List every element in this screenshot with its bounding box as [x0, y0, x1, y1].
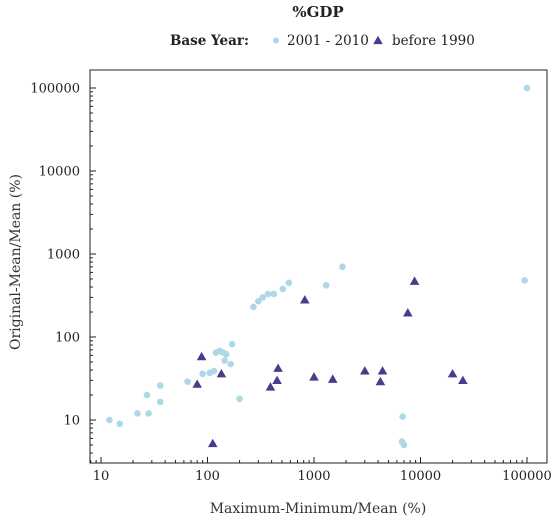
point-before-1990 [300, 295, 310, 304]
point-2001-2010 [116, 420, 124, 428]
x-axis-label: Maximum-Minimum/Mean (%) [210, 501, 427, 517]
point-2001-2010 [264, 290, 272, 298]
point-2001-2010 [199, 370, 206, 378]
chart-title: %GDP [292, 3, 343, 21]
y-tick-label: 10000 [39, 165, 80, 180]
point-2001-2010 [221, 357, 228, 364]
point-before-1990 [377, 366, 388, 375]
x-axis: 10 100 1000 10000 100000 [90, 457, 552, 484]
point-before-1990 [403, 308, 413, 317]
legend-label-before-1990: before 1990 [392, 33, 475, 49]
point-2001-2010 [270, 290, 278, 298]
point-2001-2010 [523, 84, 531, 92]
point-before-1990 [216, 369, 227, 378]
point-2001-2010 [227, 360, 234, 368]
x-tick-label: 100 [195, 469, 220, 484]
point-before-1990 [327, 374, 338, 383]
point-2001-2010 [228, 340, 236, 348]
point-2001-2010 [106, 416, 113, 424]
point-2001-2010 [156, 382, 164, 389]
point-2001-2010 [222, 350, 230, 358]
point-2001-2010 [400, 441, 408, 449]
point-2001-2010 [339, 263, 346, 271]
point-before-1990 [458, 375, 468, 384]
y-tick-label: 100 [55, 331, 80, 346]
point-before-1990 [360, 366, 370, 375]
x-tick-label: 1000 [297, 469, 330, 484]
x-tick-label: 10 [93, 469, 110, 484]
x-tick-label: 100000 [502, 469, 552, 484]
point-before-1990 [375, 376, 386, 386]
point-2001-2010 [250, 303, 257, 311]
legend-marker-2001-2010 [273, 37, 279, 44]
point-2001-2010 [279, 285, 287, 293]
point-2001-2010 [236, 395, 243, 403]
legend-label-2001-2010: 2001 - 2010 [287, 33, 369, 49]
x-tick-label: 10000 [400, 469, 441, 484]
y-tick-label: 100000 [30, 82, 80, 97]
legend: Base Year: 2001 - 2010 before 1990 [170, 33, 475, 49]
point-before-1990 [273, 363, 283, 372]
point-2001-2010 [184, 378, 191, 385]
y-tick-label: 1000 [47, 248, 80, 263]
point-2001-2010 [521, 277, 528, 284]
y-axis-label: Original-Mean/Mean (%) [8, 174, 24, 350]
y-axis: 10 100 1000 10000 100000 [30, 82, 96, 454]
point-before-1990 [192, 379, 202, 388]
point-before-1990 [265, 382, 276, 391]
point-before-1990 [272, 375, 282, 384]
point-before-1990 [409, 276, 420, 285]
point-before-1990 [207, 438, 218, 448]
y-tick-label: 10 [63, 414, 80, 429]
point-2001-2010 [145, 410, 152, 417]
point-2001-2010 [399, 413, 406, 420]
point-2001-2010 [143, 391, 151, 399]
point-2001-2010 [156, 398, 164, 406]
point-2001-2010 [259, 294, 267, 301]
point-before-1990 [309, 372, 319, 381]
point-2001-2010 [285, 279, 293, 287]
point-2001-2010 [210, 367, 218, 375]
data-points [106, 84, 531, 449]
point-before-1990 [447, 369, 458, 378]
legend-title: Base Year: [170, 33, 249, 49]
point-before-1990 [196, 351, 207, 361]
point-2001-2010 [255, 297, 262, 305]
point-2001-2010 [322, 281, 330, 289]
legend-marker-before-1990 [373, 35, 383, 45]
point-2001-2010 [134, 410, 141, 417]
